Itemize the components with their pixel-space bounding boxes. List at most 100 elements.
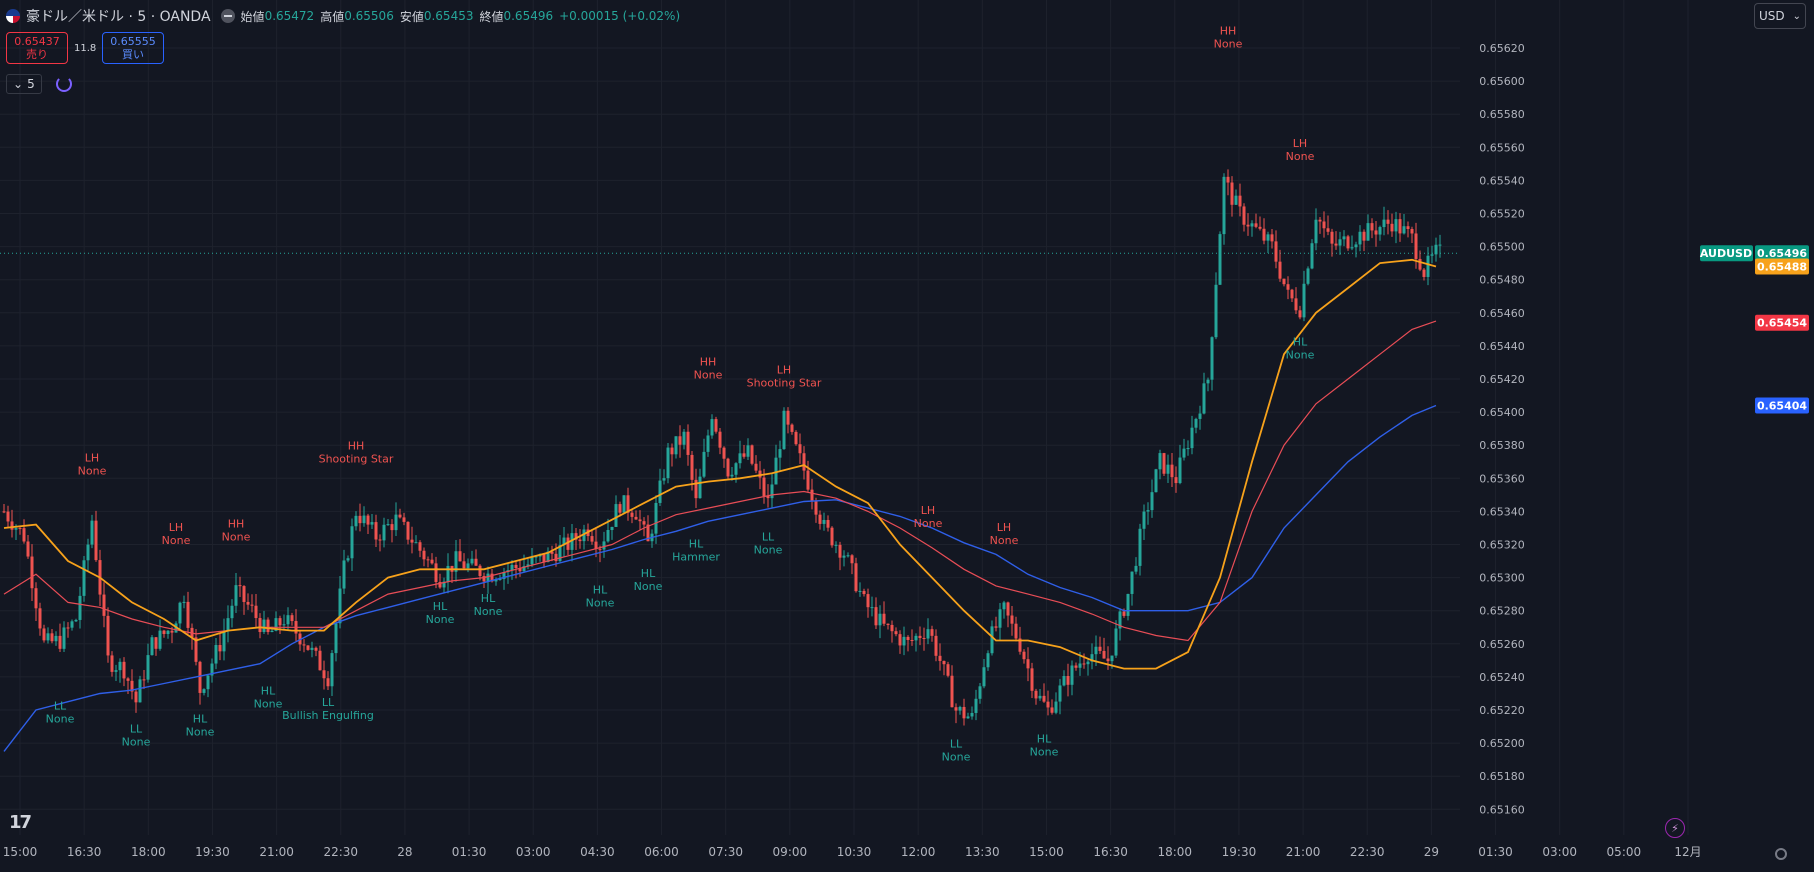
high-value: 0.65506 xyxy=(344,9,394,23)
candle-body xyxy=(222,630,226,652)
candle-body xyxy=(1174,477,1178,484)
lightning-icon[interactable]: ⚡ xyxy=(1665,818,1685,838)
candles xyxy=(2,169,1442,726)
candle-body xyxy=(1118,611,1122,629)
candle-body xyxy=(1166,464,1170,474)
chevron-down-icon: ⌄ xyxy=(13,77,24,91)
candle-body xyxy=(1058,685,1062,702)
candle-body xyxy=(978,686,982,699)
candle-body xyxy=(1282,278,1286,285)
swing-label-pattern: None xyxy=(1286,348,1315,361)
sell-button[interactable]: 0.65437 売り xyxy=(6,32,68,64)
candle-body xyxy=(1162,453,1166,474)
candle-body xyxy=(566,537,570,550)
swing-label-kind: HL xyxy=(689,537,704,550)
candle-body xyxy=(574,533,578,540)
candle-body xyxy=(878,613,882,626)
gear-icon[interactable] xyxy=(1775,848,1787,860)
price-tick-label: 0.65460 xyxy=(1479,307,1525,320)
price-tag xyxy=(1755,245,1809,262)
candle-body xyxy=(642,521,646,525)
candle-body xyxy=(218,645,222,652)
time-tick-label: 01:30 xyxy=(452,845,487,859)
time-tick-label: 15:00 xyxy=(1029,845,1064,859)
candle-body xyxy=(902,636,906,646)
time-tick-label: 19:30 xyxy=(1222,845,1257,859)
candle-body xyxy=(694,479,698,499)
swing-label-pattern: Shooting Star xyxy=(319,453,394,466)
price-tag-value: 0.65454 xyxy=(1757,317,1807,330)
price-axis[interactable]: 0.65620 0.65600 0.65580 0.65560 0.65540 0.655… xyxy=(1479,42,1525,816)
candle-body xyxy=(1298,310,1302,318)
tradingview-logo[interactable]: 17 xyxy=(9,812,32,833)
candle-body xyxy=(962,706,966,719)
candle-body xyxy=(1146,510,1150,512)
candle-body xyxy=(1346,236,1350,249)
candle-body xyxy=(350,526,354,559)
candle-body xyxy=(38,608,42,629)
candle-body xyxy=(1198,413,1202,419)
candle-body xyxy=(486,573,490,582)
symbol-title[interactable]: 豪ドル／米ドル · 5 · OANDA xyxy=(26,9,211,25)
candle-body xyxy=(490,573,494,582)
buy-button[interactable]: 0.65555 買い xyxy=(102,32,164,64)
candle-body xyxy=(898,634,902,646)
price-tick-label: 0.65300 xyxy=(1479,572,1525,585)
price-tick-label: 0.65580 xyxy=(1479,108,1525,121)
chevron-down-icon: ⌄ xyxy=(1792,10,1802,22)
candle-body xyxy=(810,489,814,501)
sell-label: 売り xyxy=(26,48,48,61)
time-tick-label: 12:00 xyxy=(901,845,936,859)
price-tick-label: 0.65240 xyxy=(1479,671,1525,684)
currency-button[interactable]: USD ⌄ xyxy=(1754,3,1806,29)
candle-body xyxy=(1286,284,1290,290)
candle-body xyxy=(1122,611,1126,616)
price-tick-label: 0.65420 xyxy=(1479,373,1525,386)
candle-body xyxy=(938,655,942,661)
time-tick-label: 22:30 xyxy=(323,845,358,859)
candle-body xyxy=(926,629,930,639)
candle-body xyxy=(202,689,206,693)
candle-body xyxy=(570,533,574,550)
swing-label-pattern: None xyxy=(186,726,215,739)
candle-body xyxy=(1038,695,1042,699)
candle-body xyxy=(102,594,106,616)
candle-body xyxy=(514,564,518,569)
candle-body xyxy=(346,558,350,561)
price-tick-label: 0.65260 xyxy=(1479,638,1525,651)
time-axis[interactable]: 15:00 16:30 18:00 19:30 21:00 22:30 28 01:30 03:… xyxy=(3,845,1702,859)
candle-body xyxy=(686,431,690,455)
time-tick-label: 10:30 xyxy=(837,845,872,859)
market-status-icon[interactable] xyxy=(220,9,235,23)
swing-label-kind: LL xyxy=(322,696,335,709)
candle-body xyxy=(426,559,430,561)
candle-body xyxy=(1222,176,1226,235)
candle-body xyxy=(1202,383,1206,414)
interval-toggle[interactable]: ⌄ 5 xyxy=(6,74,42,94)
chart-header: 豪ドル／米ドル · 5 · OANDA 始値 0.65472 高値 0.65506 … xyxy=(6,6,680,26)
swing-label-pattern: None xyxy=(754,544,783,557)
close-label: 終値 xyxy=(479,9,504,24)
candle-body xyxy=(1362,231,1366,241)
candle-body xyxy=(690,454,694,480)
candle-body xyxy=(1258,226,1262,229)
candle-body xyxy=(498,579,502,581)
candle-body xyxy=(990,626,994,654)
candle-body xyxy=(366,515,370,525)
candle-body xyxy=(1242,206,1246,225)
candle-body xyxy=(446,565,450,582)
price-tick-label: 0.65220 xyxy=(1479,704,1525,717)
swing-label-pattern: None xyxy=(914,517,943,530)
candle-body xyxy=(530,557,534,565)
candle-body xyxy=(1138,528,1142,566)
swing-label-kind: LL xyxy=(54,699,67,712)
candle-body xyxy=(314,647,318,651)
candle-body xyxy=(658,480,662,503)
sync-icon[interactable] xyxy=(55,76,72,92)
candle-body xyxy=(1190,427,1194,449)
swing-label-kind: LL xyxy=(762,531,775,544)
candle-body xyxy=(50,633,54,642)
swing-label-kind: HL xyxy=(433,600,448,613)
